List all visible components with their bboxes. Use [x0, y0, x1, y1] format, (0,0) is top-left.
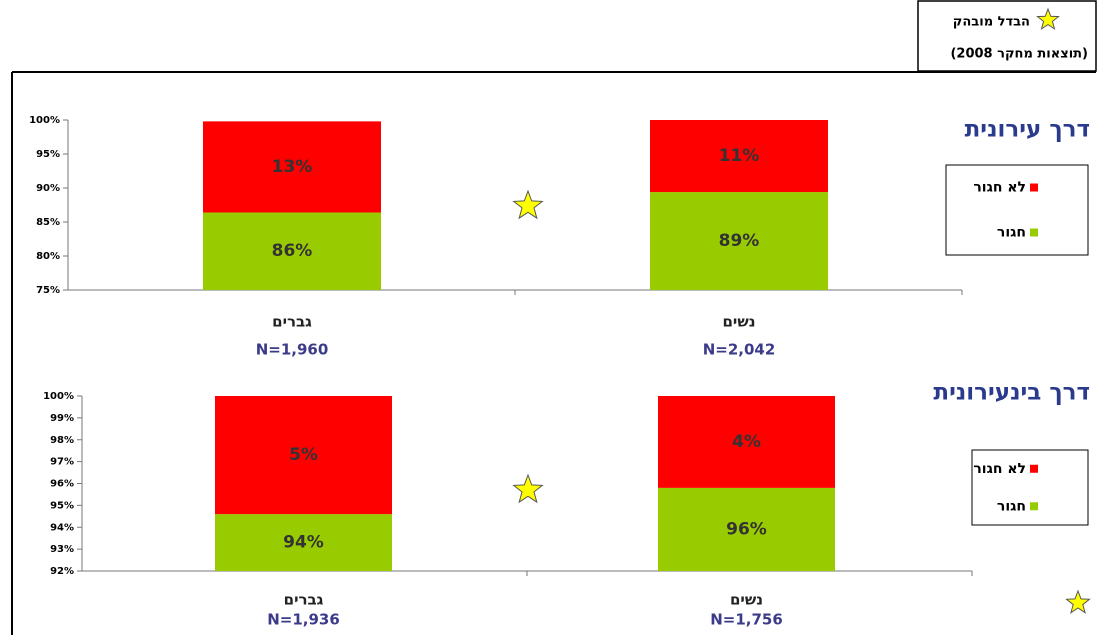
legend-swatch	[1030, 464, 1038, 473]
y-tick-label: 98%	[50, 435, 74, 446]
y-tick-label: 96%	[50, 479, 74, 490]
data-label: 11%	[719, 146, 760, 166]
y-tick-label: 99%	[50, 413, 74, 424]
bar-segment	[650, 192, 828, 290]
y-tick-label: 85%	[36, 217, 60, 228]
note-box	[917, 0, 1097, 72]
data-label: 13%	[272, 157, 313, 177]
sample-size: N=2,042	[703, 341, 776, 359]
y-tick-label: 92%	[50, 566, 74, 577]
y-tick-label: 100%	[43, 391, 74, 402]
corner-star	[1065, 589, 1091, 614]
category-label: גברים	[284, 591, 324, 609]
data-label: 4%	[732, 432, 761, 452]
y-tick-label: 97%	[50, 457, 74, 468]
legend-swatch	[1030, 183, 1038, 192]
data-label: 86%	[272, 241, 313, 261]
significance-star	[512, 473, 544, 504]
sample-size: N=1,960	[256, 341, 329, 359]
data-label: 96%	[726, 519, 767, 539]
bar-segment	[203, 212, 381, 290]
legend-box	[945, 164, 1089, 256]
significance-star	[512, 189, 544, 220]
bar-segment	[215, 514, 392, 571]
legend-label: לא חגור	[973, 180, 1026, 196]
bar-segment	[203, 121, 381, 213]
legend-label: חגור	[997, 498, 1026, 514]
y-tick-label: 80%	[36, 251, 60, 262]
category-label: נשים	[730, 591, 763, 609]
bar-segment	[215, 396, 392, 515]
bar-segment	[650, 120, 828, 193]
y-tick-label: 95%	[36, 149, 60, 160]
sample-size: N=1,756	[710, 611, 783, 629]
note-line1: הבדל מובהק	[953, 15, 1030, 30]
note-star	[1036, 7, 1060, 31]
category-label: נשים	[722, 313, 755, 331]
data-label: 89%	[719, 231, 760, 251]
legend-swatch	[1030, 228, 1038, 237]
legend-label: חגור	[997, 225, 1026, 241]
legend-box	[971, 449, 1089, 526]
legend-swatch	[1030, 502, 1038, 511]
y-tick-label: 95%	[50, 500, 74, 511]
y-tick-label: 100%	[29, 115, 60, 126]
sample-size: N=1,936	[267, 611, 340, 629]
bar-segment	[658, 396, 835, 488]
chart-title: דרך עירונית	[965, 117, 1090, 143]
legend-label: לא חגור	[973, 461, 1026, 477]
data-label: 5%	[289, 445, 318, 465]
chart-title: דרך בינעירונית	[933, 380, 1090, 406]
y-tick-label: 75%	[36, 285, 60, 296]
data-label: 94%	[283, 533, 324, 553]
y-tick-label: 94%	[50, 522, 74, 533]
bar-segment	[658, 487, 835, 571]
note-line2: (תוצאות מחקר 2008)	[950, 47, 1088, 62]
y-tick-label: 93%	[50, 544, 74, 555]
category-label: גברים	[272, 313, 312, 331]
y-tick-label: 90%	[36, 183, 60, 194]
